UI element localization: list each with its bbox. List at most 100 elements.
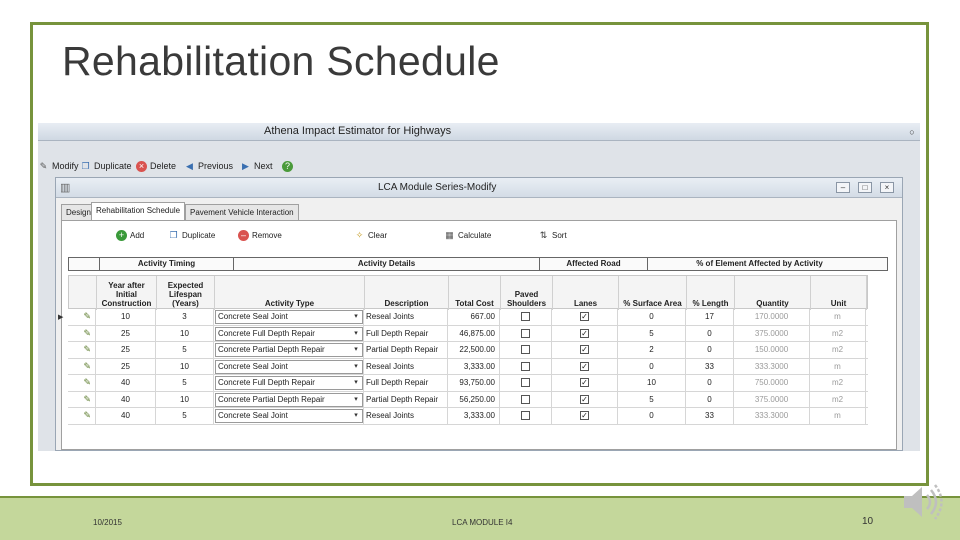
duplicate-label: Duplicate xyxy=(94,161,132,171)
delete-button[interactable]: × Delete xyxy=(136,157,176,175)
lanes-cell: ✓ xyxy=(552,342,618,358)
slide-frame xyxy=(30,22,929,486)
paved-shoulders-checkbox[interactable] xyxy=(521,411,530,421)
lanes-checkbox[interactable]: ✓ xyxy=(580,394,589,404)
minimize-icon[interactable]: – xyxy=(836,182,850,193)
paved-shoulders-checkbox[interactable] xyxy=(521,361,530,371)
table-row[interactable]: ✎ 40 5 Concrete Seal Joint ▾ Reseal Joints 3,3… xyxy=(68,408,868,425)
edit-icon[interactable]: ✎ xyxy=(83,311,91,321)
speaker-icon[interactable] xyxy=(900,480,948,524)
shoulders-cell xyxy=(500,408,552,424)
col-description[interactable]: Description xyxy=(365,276,449,310)
edit-icon[interactable]: ✎ xyxy=(83,327,91,338)
col-surface-area[interactable]: % Surface Area xyxy=(619,276,687,310)
edit-icon[interactable]: ✎ xyxy=(83,360,91,371)
edit-icon[interactable]: ✎ xyxy=(83,410,91,420)
chevron-down-icon[interactable]: ▾ xyxy=(354,313,358,320)
row-edit-cell: ✎ xyxy=(68,408,96,424)
chevron-down-icon[interactable]: ▾ xyxy=(354,362,358,370)
sort-button[interactable]: ⇅ Sort xyxy=(538,227,567,243)
lanes-checkbox[interactable]: ✓ xyxy=(580,361,589,371)
help-button[interactable]: ? xyxy=(282,157,293,175)
col-quantity[interactable]: Quantity xyxy=(735,276,811,310)
activity-type-select[interactable]: Concrete Seal Joint ▾ xyxy=(215,409,363,423)
table-row[interactable]: ✎ 25 10 Concrete Full Depth Repair ▾ Full Dep… xyxy=(68,325,868,342)
activity-type-select[interactable]: Concrete Seal Joint ▾ xyxy=(215,359,363,374)
col-year[interactable]: Year after Initial Construction xyxy=(97,276,157,310)
modify-button[interactable]: ✎ Modify xyxy=(38,157,79,175)
footer-line xyxy=(0,496,960,498)
previous-button[interactable]: ◀ Previous xyxy=(184,157,233,175)
unit-cell: m2 xyxy=(810,342,866,358)
shoulders-cell xyxy=(500,391,552,408)
broom-icon: ✧ xyxy=(355,229,364,240)
col-lifespan[interactable]: Expected Lifespan (Years) xyxy=(157,276,215,310)
child-title: LCA Module Series-Modify xyxy=(378,182,497,193)
maximize-icon[interactable]: □ xyxy=(858,182,872,193)
chevron-down-icon[interactable]: ▾ xyxy=(354,379,358,386)
paved-shoulders-checkbox[interactable] xyxy=(521,394,530,404)
edit-icon[interactable]: ✎ xyxy=(83,344,91,354)
col-activity-type[interactable]: Activity Type xyxy=(215,276,365,310)
shoulders-cell xyxy=(500,309,552,325)
close-icon[interactable]: × xyxy=(880,182,894,193)
chevron-down-icon[interactable]: ▾ xyxy=(354,395,358,403)
clear-button[interactable]: ✧ Clear xyxy=(354,227,387,243)
paved-shoulders-checkbox[interactable] xyxy=(521,378,530,388)
table-row[interactable]: ✎ 25 5 Concrete Partial Depth Repair ▾ Partia… xyxy=(68,342,868,359)
qty-cell: 333.3000 xyxy=(734,358,810,375)
col-lanes[interactable]: Lanes xyxy=(553,276,619,310)
col-paved-shoulders[interactable]: Paved Shoulders xyxy=(501,276,553,310)
lanes-checkbox[interactable]: ✓ xyxy=(580,378,589,388)
chevron-down-icon[interactable]: ▾ xyxy=(354,346,358,353)
calculate-button[interactable]: ▦ Calculate xyxy=(444,227,491,243)
activity-type-select[interactable]: Concrete Full Depth Repair ▾ xyxy=(215,326,363,341)
next-button[interactable]: ▶ Next xyxy=(240,157,272,175)
duplicate-button[interactable]: ❐ Duplicate xyxy=(80,157,132,175)
row-selector-header xyxy=(69,276,97,310)
col-total-cost[interactable]: Total Cost xyxy=(449,276,501,310)
lanes-checkbox[interactable]: ✓ xyxy=(580,345,589,355)
table-row[interactable]: ▶ ✎ 10 3 Concrete Seal Joint ▾ Reseal Joints 66… xyxy=(58,309,868,326)
col-unit[interactable]: Unit xyxy=(811,276,867,310)
activity-type-select[interactable]: Concrete Partial Depth Repair ▾ xyxy=(215,343,363,357)
table-row[interactable]: ✎ 40 5 Concrete Full Depth Repair ▾ Full Dept… xyxy=(68,375,868,392)
chevron-down-icon[interactable]: ▾ xyxy=(354,329,358,337)
col-length[interactable]: % Length xyxy=(687,276,735,310)
duplicate-row-label: Duplicate xyxy=(182,230,216,240)
paved-shoulders-checkbox[interactable] xyxy=(521,312,530,322)
unit-cell: m2 xyxy=(810,375,866,391)
sort-label: Sort xyxy=(552,230,567,240)
activity-type-select[interactable]: Concrete Full Depth Repair ▾ xyxy=(215,376,363,390)
duplicate-row-button[interactable]: ❐ Duplicate xyxy=(168,227,215,243)
tab-rehabilitation-schedule[interactable]: Rehabilitation Schedule xyxy=(91,202,186,220)
length-cell: 0 xyxy=(686,342,734,358)
activity-type-cell: Concrete Partial Depth Repair ▾ xyxy=(214,342,364,358)
edit-icon[interactable]: ✎ xyxy=(83,377,91,387)
paved-shoulders-checkbox[interactable] xyxy=(521,328,530,338)
tab-pavement-vehicle-interaction[interactable]: Pavement Vehicle Interaction xyxy=(185,204,299,220)
activity-type-value: Concrete Full Depth Repair xyxy=(218,328,315,338)
desc-cell: Reseal Joints xyxy=(364,309,448,325)
activity-type-select[interactable]: Concrete Partial Depth Repair ▾ xyxy=(215,392,363,407)
app-titlebar: Athena Impact Estimator for Highways ○ xyxy=(38,123,920,141)
duplicate-icon: ❐ xyxy=(81,160,90,171)
lanes-checkbox[interactable]: ✓ xyxy=(580,411,589,421)
shoulders-cell xyxy=(500,358,552,375)
calculate-label: Calculate xyxy=(458,230,492,240)
lanes-cell: ✓ xyxy=(552,358,618,375)
table-row[interactable]: ✎ 40 10 Concrete Partial Depth Repair ▾ Parti… xyxy=(68,391,868,408)
lanes-checkbox[interactable]: ✓ xyxy=(580,312,589,322)
chevron-down-icon[interactable]: ▾ xyxy=(354,412,358,419)
surface-cell: 2 xyxy=(618,342,686,358)
edit-icon[interactable]: ✎ xyxy=(83,393,91,404)
table-row[interactable]: ✎ 25 10 Concrete Seal Joint ▾ Reseal Joints 3,… xyxy=(68,358,868,375)
activity-type-select[interactable]: Concrete Seal Joint ▾ xyxy=(215,310,363,324)
length-cell: 0 xyxy=(686,325,734,342)
remove-button[interactable]: – Remove xyxy=(238,227,282,243)
lanes-checkbox[interactable]: ✓ xyxy=(580,328,589,338)
paved-shoulders-checkbox[interactable] xyxy=(521,345,530,355)
lifespan-cell: 10 xyxy=(156,391,214,408)
add-button[interactable]: + Add xyxy=(116,227,144,243)
close-icon[interactable]: ○ xyxy=(909,127,915,137)
